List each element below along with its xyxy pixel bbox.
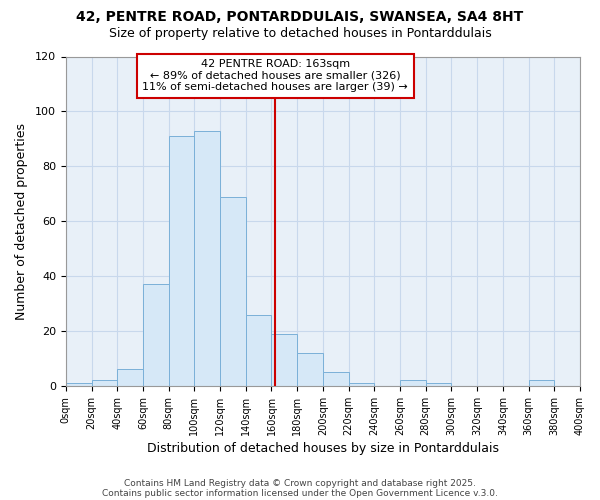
Bar: [194, 130, 220, 386]
Bar: [92, 380, 117, 386]
Bar: [117, 370, 143, 386]
Bar: [349, 383, 374, 386]
Bar: [271, 334, 297, 386]
Bar: [297, 353, 323, 386]
Bar: [143, 284, 169, 386]
Bar: [220, 196, 246, 386]
Text: 42 PENTRE ROAD: 163sqm
← 89% of detached houses are smaller (326)
11% of semi-de: 42 PENTRE ROAD: 163sqm ← 89% of detached…: [142, 59, 408, 92]
Text: Size of property relative to detached houses in Pontarddulais: Size of property relative to detached ho…: [109, 28, 491, 40]
Bar: [246, 314, 271, 386]
Text: Contains HM Land Registry data © Crown copyright and database right 2025.: Contains HM Land Registry data © Crown c…: [124, 478, 476, 488]
Bar: [426, 383, 451, 386]
Bar: [169, 136, 194, 386]
Text: 42, PENTRE ROAD, PONTARDDULAIS, SWANSEA, SA4 8HT: 42, PENTRE ROAD, PONTARDDULAIS, SWANSEA,…: [76, 10, 524, 24]
Bar: [529, 380, 554, 386]
Y-axis label: Number of detached properties: Number of detached properties: [15, 122, 28, 320]
Bar: [323, 372, 349, 386]
X-axis label: Distribution of detached houses by size in Pontarddulais: Distribution of detached houses by size …: [147, 442, 499, 455]
Text: Contains public sector information licensed under the Open Government Licence v.: Contains public sector information licen…: [102, 488, 498, 498]
Bar: [66, 383, 92, 386]
Bar: [400, 380, 426, 386]
